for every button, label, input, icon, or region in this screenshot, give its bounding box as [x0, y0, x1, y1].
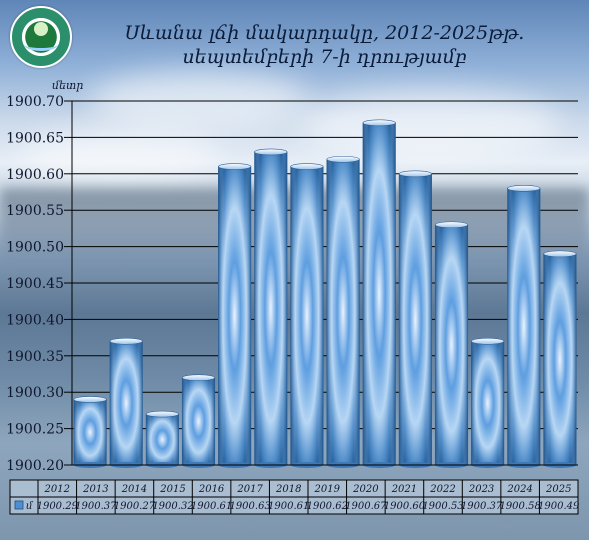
- bar: [543, 250, 577, 468]
- bar-shading: [326, 159, 360, 466]
- bar-shading: [471, 341, 504, 465]
- legend-label: մ: [26, 501, 34, 512]
- bar: [290, 163, 324, 468]
- bar: [145, 410, 179, 468]
- data-label: 1900.37: [461, 501, 503, 512]
- bar-cap: [471, 337, 505, 345]
- data-label: 1900.58: [499, 501, 540, 512]
- data-label: 1900.37: [75, 501, 117, 512]
- organization-logo: [10, 6, 72, 68]
- bar-shading: [507, 188, 541, 466]
- y-tick-label: 1900.25: [6, 422, 64, 438]
- bar-shading: [218, 166, 251, 465]
- bar-cap: [362, 119, 396, 127]
- bar: [254, 148, 288, 468]
- tree-icon: [34, 22, 48, 36]
- y-tick-label: 1900.45: [6, 276, 64, 292]
- x-tick-label: 2017: [236, 484, 263, 495]
- bar-cap: [109, 337, 143, 345]
- x-tick-label: 2018: [275, 484, 301, 495]
- data-label: 1900.67: [345, 501, 387, 512]
- y-tick-label: 1900.40: [6, 312, 64, 328]
- bar: [326, 155, 360, 468]
- chart-subtitle: սեպտեմբերի 7-ի դրությամբ: [182, 46, 467, 68]
- bar-shading: [182, 377, 215, 465]
- x-tick-label: 2012: [44, 484, 70, 495]
- x-tick-label: 2019: [314, 484, 341, 495]
- data-label: 1900.61: [268, 501, 309, 512]
- data-label: 1900.29: [37, 501, 79, 512]
- bar-shading: [543, 253, 577, 465]
- y-tick-label: 1900.55: [6, 203, 64, 219]
- bar-shading: [146, 414, 179, 465]
- bar: [362, 119, 396, 468]
- bar-cap: [73, 396, 107, 403]
- x-tick-label: 2013: [82, 484, 108, 495]
- bar-cap: [398, 170, 432, 178]
- data-label: 1900.61: [191, 501, 232, 512]
- y-axis-unit-label: մետր: [52, 79, 83, 92]
- bar: [507, 185, 541, 468]
- bar-cap: [254, 148, 288, 156]
- data-label: 1900.32: [152, 501, 193, 512]
- bar-cap: [145, 410, 179, 418]
- bar-shading: [399, 173, 432, 466]
- data-label: 1900.63: [229, 501, 270, 512]
- chart-title: Սևանա լճի մակարդակը, 2012-2025թթ.: [124, 22, 525, 44]
- bar: [181, 374, 216, 468]
- bar-cap: [181, 374, 216, 381]
- y-tick-label: 1900.20: [6, 458, 64, 474]
- data-label: 1900.53: [422, 501, 463, 512]
- x-tick-label: 2014: [121, 484, 147, 495]
- bar-shading: [290, 166, 324, 465]
- bar-shading: [362, 122, 396, 465]
- x-tick-label: 2025: [545, 484, 571, 495]
- x-tick-label: 2020: [352, 484, 379, 495]
- data-label: 1900.27: [114, 501, 156, 512]
- bar-shading: [254, 151, 288, 465]
- y-tick-label: 1900.50: [6, 240, 64, 256]
- bar: [471, 337, 505, 468]
- bar-cap: [290, 163, 324, 170]
- legend-swatch: [14, 500, 24, 510]
- y-tick-label: 1900.70: [6, 94, 64, 110]
- x-tick-label: 2015: [159, 484, 185, 495]
- x-tick-label: 2016: [198, 484, 225, 495]
- x-tick-label: 2021: [391, 484, 417, 495]
- x-tick-label: 2023: [468, 484, 494, 495]
- bar-cap: [218, 163, 252, 170]
- x-tick-label: 2022: [429, 484, 455, 495]
- bar-shading: [73, 399, 107, 465]
- bar-shading: [109, 341, 143, 465]
- bar-shading: [435, 224, 468, 465]
- y-tick-label: 1900.65: [6, 130, 64, 146]
- y-tick-label: 1900.30: [6, 385, 64, 401]
- bar: [398, 170, 432, 468]
- wave-icon: [24, 38, 58, 51]
- bar: [218, 163, 252, 468]
- bar: [434, 221, 469, 468]
- x-tick-label: 2024: [506, 484, 532, 495]
- bar-cap: [326, 155, 360, 163]
- y-tick-label: 1900.60: [6, 167, 64, 183]
- bar-cap: [507, 185, 541, 192]
- data-label: 1900.60: [384, 501, 426, 512]
- bar-cap: [543, 250, 577, 258]
- data-label: 1900.62: [307, 501, 348, 512]
- data-label: 1900.49: [538, 501, 580, 512]
- bar: [109, 337, 143, 468]
- bar: [73, 396, 107, 468]
- y-tick-label: 1900.35: [6, 349, 64, 365]
- bar-cap: [434, 221, 469, 229]
